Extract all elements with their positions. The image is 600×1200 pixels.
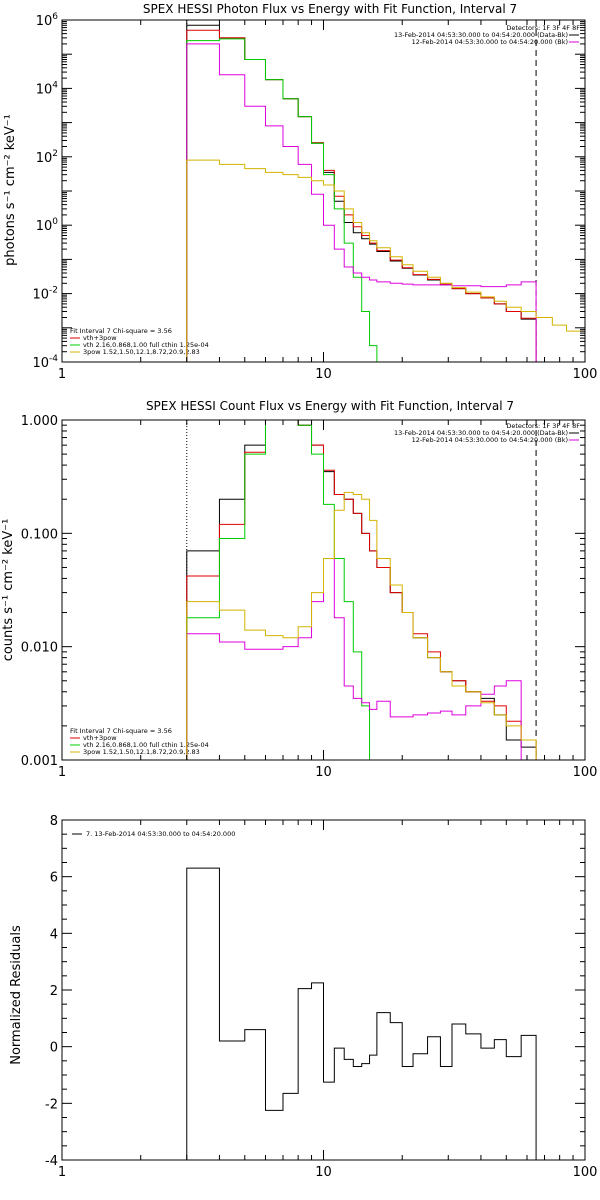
series-7-13-feb-2014-04-53-30-000-to-04-54-20-000 [186,867,537,1160]
x-tick-label: 100 [573,1165,598,1180]
count-flux-panel: SPEX HESSI Count Flux vs Energy with Fit… [1,399,597,780]
x-tick-label: 1 [58,1165,66,1180]
y-tick-label: -4 [45,1154,58,1169]
y-tick-label: 104 [36,80,59,97]
y-tick-label: 0.100 [21,527,58,542]
y-tick-label: 1.000 [21,414,58,429]
series-3pow [186,491,537,760]
photon-legend-fit-label: vth+3pow [83,334,117,342]
y-tick-label: 10-4 [32,354,58,371]
photon-flux-panel: SPEX HESSI Photon Flux vs Energy with Fi… [3,2,597,382]
series-vth [186,38,391,362]
y-tick-label: 10-2 [32,286,58,303]
residuals-y-axis-label: Normalized Residuals [9,925,24,1065]
series-3pow [186,159,585,362]
y-tick-label: 0 [50,1041,58,1056]
y-tick-label: 6 [50,871,58,886]
count-legend-pow-label: 3pow 1.52,1.50,12.1,8.72,20.9,2.83 [83,748,200,756]
photon-legend-detectors: Detectors: 1F 3F 4F 8F [506,24,580,32]
count-legend-vth-label: vth 2.16,0.868,1.00 full cthin 1.25e-04 [83,741,209,749]
y-tick-label: -2 [45,1097,58,1112]
photon-legend-pow-label: 3pow 1.52,1.50,12.1,8.72,20.9,2.83 [83,348,200,356]
photon-legend-vth-label: vth 2.16,0.868,1.00 full cthin 1.25e-04 [83,341,209,349]
photon-chart-title: SPEX HESSI Photon Flux vs Energy with Fi… [143,2,517,16]
series-data-bk [186,420,537,760]
x-tick-label: 1 [58,367,66,382]
count-legend-data-label: 13-Feb-2014 04:53:30.000 to 04:54:20.000… [394,429,568,437]
count-legend-bk-label: 12-Feb-2014 04:53:30.000 to 04:54:20.000… [412,436,568,444]
x-tick-label: 10 [315,367,332,382]
series-vth [186,420,391,760]
series-bk [186,557,522,760]
x-tick-label: 100 [573,765,598,780]
photon-legend-fit-header: Fit Interval 7 Chi-square = 3.56 [70,327,172,335]
y-tick-label: 102 [36,149,58,166]
count-chart-title: SPEX HESSI Count Flux vs Energy with Fit… [146,399,514,413]
y-tick-label: 0.001 [21,754,58,769]
series-vth-3pow [186,29,537,362]
x-tick-label: 10 [315,1165,332,1180]
count-legend-fit-header: Fit Interval 7 Chi-square = 3.56 [70,727,172,735]
count-legend-detectors: Detectors: 1F 3F 4F 8F [506,422,580,430]
count-y-axis-label: counts s⁻¹ cm⁻² keV⁻¹ [1,519,16,662]
y-tick-label: 106 [36,12,59,29]
photon-legend-data-label: 13-Feb-2014 04:53:30.000 to 04:54:20.000… [394,31,568,39]
x-tick-label: 100 [573,367,598,382]
series-bk [186,43,537,362]
series-vth-3pow [186,420,537,760]
y-tick-label: 100 [36,217,59,234]
y-tick-label: 8 [50,814,58,829]
x-tick-label: 10 [315,765,332,780]
photon-y-axis-label: photons s⁻¹ cm⁻² keV⁻¹ [3,114,18,266]
y-tick-label: 2 [50,984,58,999]
count-legend-fit-label: vth+3pow [83,734,117,742]
y-tick-label: 0.010 [21,641,58,656]
residuals-legend-label: 7. 13-Feb-2014 04:53:30.000 to 04:54:20.… [86,830,235,838]
x-tick-label: 1 [58,765,66,780]
photon-legend-bk-label: 12-Feb-2014 04:53:30.000 to 04:54:20.000… [412,38,568,46]
y-tick-label: 4 [50,927,58,942]
residuals-panel: Normalized Residuals 7. 13-Feb-2014 04:5… [9,814,597,1180]
